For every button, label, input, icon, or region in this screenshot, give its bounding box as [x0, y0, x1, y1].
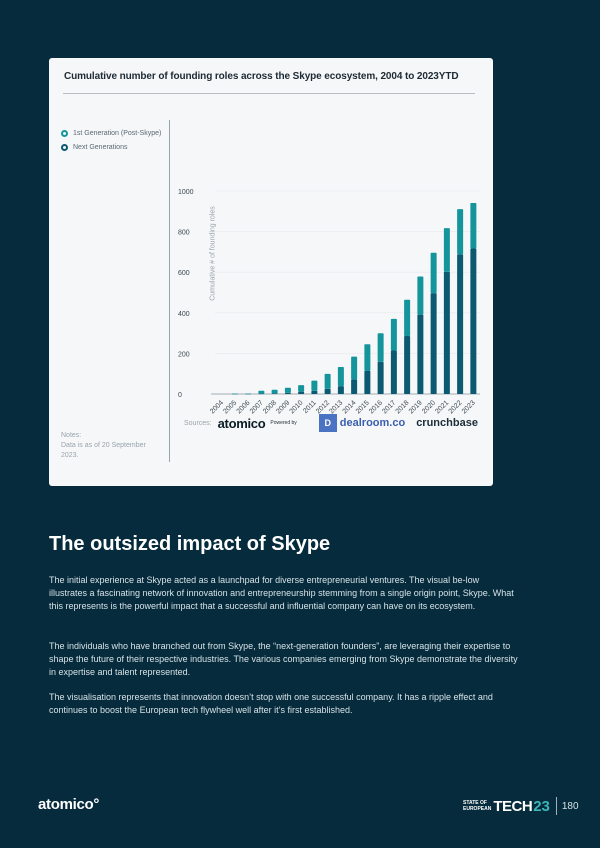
page-divider	[555, 797, 557, 815]
section-heading: The outsized impact of Skype	[49, 533, 331, 555]
bar-segment	[470, 202, 477, 249]
bar-segment	[377, 333, 384, 362]
bar-segment	[404, 299, 411, 336]
bar-segment	[377, 361, 384, 394]
bar-segment	[430, 252, 437, 294]
legend-dot-icon	[61, 143, 68, 151]
page-number: 180	[561, 800, 579, 812]
chart-legend: 1st Generation (Post-Skype) Next Generat…	[61, 126, 161, 154]
bar-segment	[457, 254, 464, 394]
bar-segment	[284, 392, 291, 394]
chart-title: Cumulative number of founding roles acro…	[64, 71, 459, 82]
bar-segment	[457, 209, 464, 255]
bar-segment	[351, 379, 358, 394]
sources-row: Sources: atomico Powered by D dealroom.c…	[184, 414, 478, 432]
legend-item-next-gen: Next Generations	[61, 140, 161, 154]
bar-segment	[443, 271, 450, 394]
bar-segment	[351, 356, 358, 380]
y-tick-label: 1000	[178, 189, 194, 196]
paragraph-1: The initial experience at Skype acted as…	[49, 575, 514, 611]
bar-segment	[271, 389, 278, 394]
bar-segment	[443, 228, 450, 272]
tech-text: TECH	[493, 797, 533, 815]
title-divider	[63, 93, 475, 94]
state-of-european-mark: STATE OF EUROPEAN	[463, 800, 491, 812]
notes-text: Data is as of 20 September 2023.	[61, 442, 146, 459]
stacked-bar-chart: Cumulative # of founding roles 0 200 400 60…	[170, 120, 493, 420]
year-text: 23	[533, 797, 550, 815]
crunchbase-logo: crunchbase	[416, 417, 478, 429]
bar-segment	[430, 293, 437, 394]
paragraph-3: The visualisation represents that innova…	[49, 692, 493, 715]
bar-segment	[417, 314, 424, 394]
y-tick-label: 600	[178, 270, 190, 277]
y-tick-label: 800	[178, 230, 190, 237]
legend-label: Next Generations	[73, 143, 128, 151]
bar-segment	[470, 248, 477, 394]
footer-brand: STATE OF EUROPEAN TECH 23 180	[463, 797, 579, 815]
bar-segment	[258, 390, 265, 394]
bar-segment	[258, 393, 265, 395]
state-of-text: STATE OF	[463, 800, 487, 806]
bar-segment	[390, 318, 397, 351]
chart-card: Cumulative number of founding roles acro…	[49, 58, 493, 486]
bar-segment	[404, 335, 411, 394]
bar-segment	[324, 388, 331, 394]
bar-segment	[245, 393, 252, 395]
paragraph-2: The individuals who have branched out fr…	[49, 641, 518, 677]
chart-notes: Notes: Data is as of 20 September 2023.	[61, 431, 161, 461]
bar-segment	[311, 380, 318, 391]
y-tick-label: 0	[178, 392, 182, 399]
bar-segment	[298, 385, 305, 392]
bar-segment	[311, 390, 318, 394]
bar-segment	[390, 350, 397, 394]
chart-plot: 0200400600800100020042005200620072008200…	[178, 189, 480, 415]
y-axis-label: Cumulative # of founding roles	[209, 206, 217, 301]
dealroom-icon: D	[318, 414, 337, 432]
powered-by-text: Powered by	[270, 420, 297, 426]
bar-segment	[417, 276, 424, 315]
bar-segment	[271, 393, 278, 394]
bar-segment	[298, 391, 305, 394]
y-tick-label: 200	[178, 351, 190, 358]
bar-segment	[231, 393, 238, 395]
sources-label: Sources:	[184, 419, 212, 427]
dealroom-logo: dealroom.co	[339, 417, 406, 429]
bar-segment	[337, 367, 344, 387]
legend-item-first-gen: 1st Generation (Post-Skype)	[61, 126, 161, 140]
european-text: EUROPEAN	[463, 806, 492, 812]
x-tick-label: 2011	[302, 399, 318, 415]
bar-segment	[364, 370, 371, 394]
y-tick-label: 400	[178, 311, 190, 318]
notes-label: Notes:	[61, 432, 82, 439]
legend-label: 1st Generation (Post-Skype)	[73, 129, 162, 137]
footer-atomico-logo: atomico°	[38, 796, 100, 813]
legend-divider	[169, 120, 170, 462]
atomico-logo: atomico	[217, 415, 266, 431]
bar-segment	[324, 373, 331, 389]
bar-segment	[364, 344, 371, 371]
bar-segment	[337, 386, 344, 394]
legend-dot-icon	[61, 129, 68, 137]
bar-segment	[284, 387, 291, 393]
